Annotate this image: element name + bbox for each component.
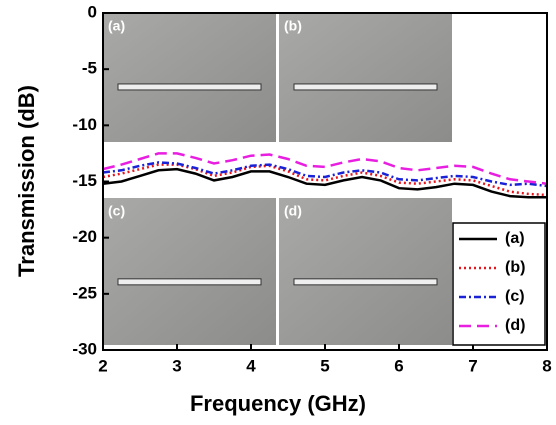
inset-cable xyxy=(293,278,438,286)
data-line xyxy=(102,167,547,199)
x-tick-label: 3 xyxy=(172,356,181,375)
inset-label: (a) xyxy=(108,18,125,34)
legend-label: (d) xyxy=(505,317,525,334)
y-tick-label: -5 xyxy=(82,59,97,78)
y-tick-label: 0 xyxy=(88,2,97,21)
data-line xyxy=(102,152,548,185)
inset-cable xyxy=(293,83,438,91)
x-tick-label: 2 xyxy=(98,356,107,375)
y-tick-label: -20 xyxy=(72,227,97,246)
inset-cable xyxy=(117,83,262,91)
legend-label: (c) xyxy=(505,288,525,305)
legend-box xyxy=(452,222,546,346)
inset-label: (d) xyxy=(284,203,302,219)
inset-label: (c) xyxy=(108,203,125,219)
x-tick-label: 7 xyxy=(468,356,477,375)
inset-photo xyxy=(279,13,452,142)
x-tick-label: 6 xyxy=(394,356,403,375)
x-tick-label: 8 xyxy=(542,356,551,375)
inset-label: (b) xyxy=(284,18,302,34)
y-tick-label: -25 xyxy=(72,283,97,302)
x-axis-label: Frequency (GHz) xyxy=(190,391,366,416)
inset-cable xyxy=(117,278,262,286)
inset-photo xyxy=(103,198,276,345)
y-axis-label: Transmission (dB) xyxy=(14,85,39,277)
legend-label: (b) xyxy=(505,259,525,276)
y-tick-label: -15 xyxy=(72,171,97,190)
legend-label: (a) xyxy=(505,230,525,247)
inset-photo xyxy=(279,198,452,345)
y-tick-label: -10 xyxy=(72,115,97,134)
legend: (a) (b) (c) (d) xyxy=(452,222,546,346)
data-line xyxy=(102,161,548,188)
x-tick-label: 4 xyxy=(246,356,256,375)
inset-photo xyxy=(103,13,276,142)
x-tick-label: 5 xyxy=(320,356,329,375)
y-tick-label: -30 xyxy=(72,339,97,358)
